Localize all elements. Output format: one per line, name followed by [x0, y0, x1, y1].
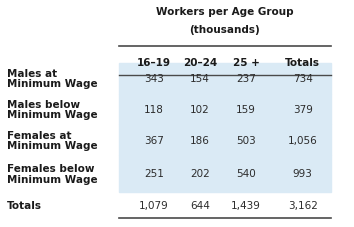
Text: Females below: Females below — [7, 163, 95, 173]
Text: Minimum Wage: Minimum Wage — [7, 175, 98, 185]
Text: Minimum Wage: Minimum Wage — [7, 109, 98, 119]
Bar — [119, 64, 331, 94]
Text: 20–24: 20–24 — [183, 57, 217, 67]
Text: (thousands): (thousands) — [189, 25, 260, 35]
Text: 993: 993 — [293, 169, 313, 179]
Text: 1,056: 1,056 — [288, 135, 318, 145]
Text: 186: 186 — [190, 135, 210, 145]
Text: Males at: Males at — [7, 69, 57, 79]
Text: Totals: Totals — [285, 57, 320, 67]
Text: 251: 251 — [144, 169, 164, 179]
Text: 343: 343 — [144, 74, 164, 84]
Text: Females at: Females at — [7, 130, 72, 140]
Text: Workers per Age Group: Workers per Age Group — [156, 7, 293, 17]
Text: 159: 159 — [236, 105, 256, 114]
Text: 379: 379 — [293, 105, 313, 114]
Text: 202: 202 — [190, 169, 210, 179]
Text: Totals: Totals — [7, 200, 42, 210]
Text: 540: 540 — [236, 169, 256, 179]
Text: 25 +: 25 + — [233, 57, 259, 67]
Text: 503: 503 — [236, 135, 256, 145]
Text: 367: 367 — [144, 135, 164, 145]
Text: Males below: Males below — [7, 100, 80, 110]
Bar — [119, 125, 331, 155]
Bar — [119, 155, 331, 192]
Text: 118: 118 — [144, 105, 164, 114]
Text: 734: 734 — [293, 74, 313, 84]
Text: 154: 154 — [190, 74, 210, 84]
Text: 1,079: 1,079 — [139, 200, 169, 210]
Text: 1,439: 1,439 — [231, 200, 261, 210]
Text: 237: 237 — [236, 74, 256, 84]
Text: 644: 644 — [190, 200, 210, 210]
Text: Minimum Wage: Minimum Wage — [7, 140, 98, 150]
Text: 16–19: 16–19 — [137, 57, 171, 67]
Text: 3,162: 3,162 — [288, 200, 318, 210]
Bar — [119, 94, 331, 125]
Text: Minimum Wage: Minimum Wage — [7, 79, 98, 89]
Text: 102: 102 — [190, 105, 210, 114]
